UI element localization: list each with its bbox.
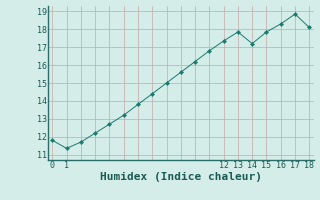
- X-axis label: Humidex (Indice chaleur): Humidex (Indice chaleur): [100, 172, 262, 182]
